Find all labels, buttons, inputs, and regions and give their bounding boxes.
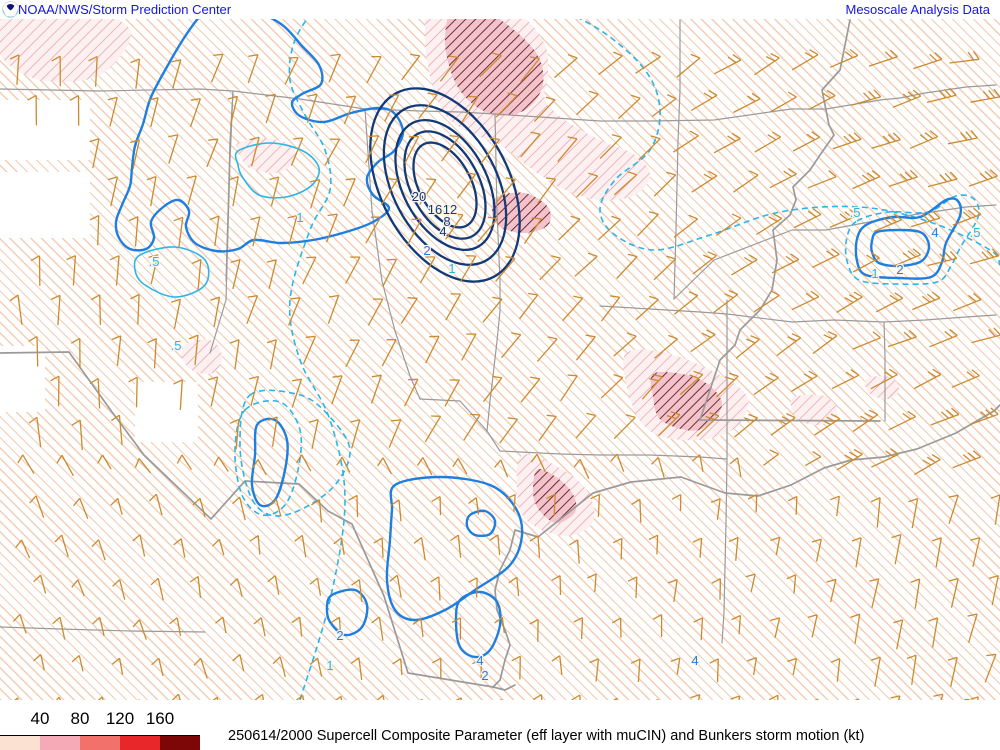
svg-text:2: 2 [896, 262, 903, 277]
svg-text:.5: .5 [960, 696, 971, 700]
svg-text:4: 4 [439, 224, 446, 239]
svg-text:.5: .5 [970, 225, 981, 240]
svg-text:20: 20 [412, 189, 426, 204]
svg-text:4: 4 [931, 225, 938, 240]
svg-text:16: 16 [428, 202, 442, 217]
svg-text:4: 4 [476, 653, 483, 668]
svg-text:1: 1 [326, 658, 333, 673]
svg-text:2: 2 [481, 668, 488, 683]
svg-text:1: 1 [448, 261, 455, 276]
svg-text:2: 2 [336, 628, 343, 643]
svg-text:.5: .5 [325, 698, 336, 700]
svg-text:2: 2 [423, 243, 430, 258]
svg-text:1: 1 [871, 266, 878, 281]
svg-text:.5: .5 [850, 205, 861, 220]
svg-text:.5: .5 [149, 254, 160, 269]
svg-text:.5: .5 [171, 338, 182, 353]
svg-text:4: 4 [691, 653, 698, 668]
svg-text:4: 4 [491, 698, 498, 700]
svg-text:1: 1 [296, 210, 303, 225]
